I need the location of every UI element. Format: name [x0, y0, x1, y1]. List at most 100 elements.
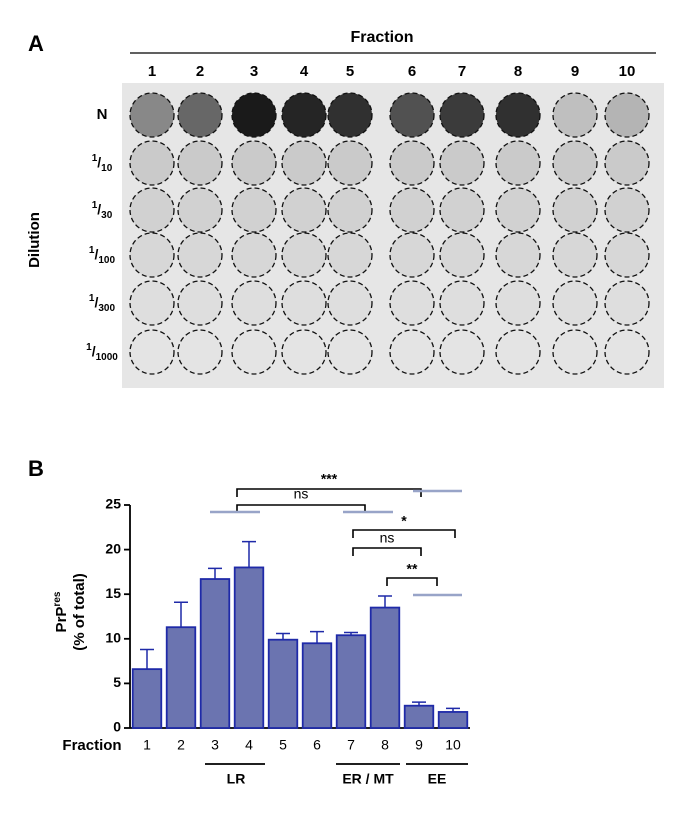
spot — [231, 92, 277, 138]
spot — [129, 232, 175, 278]
spot — [231, 280, 277, 326]
bracket — [236, 504, 366, 513]
spots — [129, 92, 650, 375]
column-label: 1 — [148, 63, 156, 80]
group-label: EE — [428, 771, 447, 787]
spot — [231, 187, 277, 233]
y-tick-label: 20 — [105, 540, 121, 556]
bar — [165, 626, 197, 729]
spot — [281, 329, 327, 375]
row-label-slash: / — [94, 246, 98, 262]
spot — [389, 140, 435, 186]
annotation: *** — [321, 471, 338, 487]
spot — [495, 187, 541, 233]
column-label: 10 — [619, 63, 636, 80]
row-label-sub: 30 — [101, 210, 113, 221]
annotation: ns — [380, 530, 395, 546]
row-label-sup: 1 — [86, 342, 92, 353]
row-label-slash: / — [97, 154, 101, 170]
group-label: ER / MT — [342, 771, 394, 787]
spot — [281, 187, 327, 233]
spot — [327, 232, 373, 278]
spot — [281, 280, 327, 326]
bar — [233, 566, 265, 729]
row-label: N — [97, 106, 108, 123]
column-label: 6 — [408, 63, 416, 80]
bar — [335, 634, 367, 729]
y-tick-label: 25 — [105, 496, 121, 512]
x-tick-label: 5 — [279, 737, 287, 753]
spot — [281, 140, 327, 186]
spot — [552, 140, 598, 186]
error-bar — [140, 648, 154, 670]
spot — [327, 92, 373, 138]
error-bar — [276, 632, 290, 640]
x-tick-label: 1 — [143, 737, 151, 753]
bar — [437, 711, 469, 729]
spot — [327, 140, 373, 186]
spot — [552, 232, 598, 278]
annotation: * — [401, 513, 407, 529]
group-label: LR — [227, 771, 246, 787]
y-axis-label: PrPres — [52, 591, 70, 632]
y-label-main: PrP — [53, 607, 70, 633]
bar — [403, 704, 435, 729]
spot — [177, 329, 223, 375]
column-label: 4 — [300, 63, 309, 80]
bar — [131, 668, 163, 729]
spot — [231, 232, 277, 278]
spot — [552, 92, 598, 138]
spot — [281, 232, 327, 278]
spot — [177, 280, 223, 326]
fraction-title: Fraction — [350, 29, 413, 46]
spot — [129, 140, 175, 186]
spot — [552, 329, 598, 375]
bracket — [236, 488, 422, 497]
error-bar — [242, 540, 256, 568]
spot — [604, 329, 650, 375]
spot — [327, 280, 373, 326]
spot — [604, 280, 650, 326]
bracket — [386, 577, 438, 586]
row-label-slash: / — [92, 343, 96, 359]
spot — [495, 232, 541, 278]
spot — [129, 92, 175, 138]
x-axis-label: Fraction — [62, 737, 121, 754]
bracket — [352, 547, 422, 556]
x-tick-label: 10 — [445, 737, 461, 753]
spot — [281, 92, 327, 138]
spot — [177, 140, 223, 186]
annotation: ns — [294, 486, 309, 502]
spot — [439, 280, 485, 326]
column-label: 7 — [458, 63, 466, 80]
x-tick-label: 7 — [347, 737, 355, 753]
y-axis-label: (% of total) — [71, 573, 88, 650]
error-bar — [208, 567, 222, 580]
spot — [177, 92, 223, 138]
row-label-sub: 300 — [98, 303, 115, 314]
column-label: 5 — [346, 63, 354, 80]
y-tick-label: 5 — [113, 674, 121, 690]
spot — [495, 329, 541, 375]
error-bar — [310, 630, 324, 644]
row-label-sub: 1000 — [96, 352, 119, 363]
spot — [604, 232, 650, 278]
row-label-sup: 1 — [89, 293, 95, 304]
spot — [604, 140, 650, 186]
x-tick-label: 6 — [313, 737, 321, 753]
row-label-sub: 100 — [98, 255, 115, 266]
spot — [604, 92, 650, 138]
spot — [129, 187, 175, 233]
spot — [389, 92, 435, 138]
spot — [552, 280, 598, 326]
error-bar — [174, 601, 188, 628]
spot — [552, 187, 598, 233]
spot — [495, 140, 541, 186]
spot — [231, 329, 277, 375]
column-label: 2 — [196, 63, 204, 80]
row-label-sup: 1 — [89, 245, 95, 256]
spot — [389, 329, 435, 375]
row-label-sup: 1 — [92, 153, 98, 164]
spot — [439, 187, 485, 233]
column-label: 3 — [250, 63, 258, 80]
